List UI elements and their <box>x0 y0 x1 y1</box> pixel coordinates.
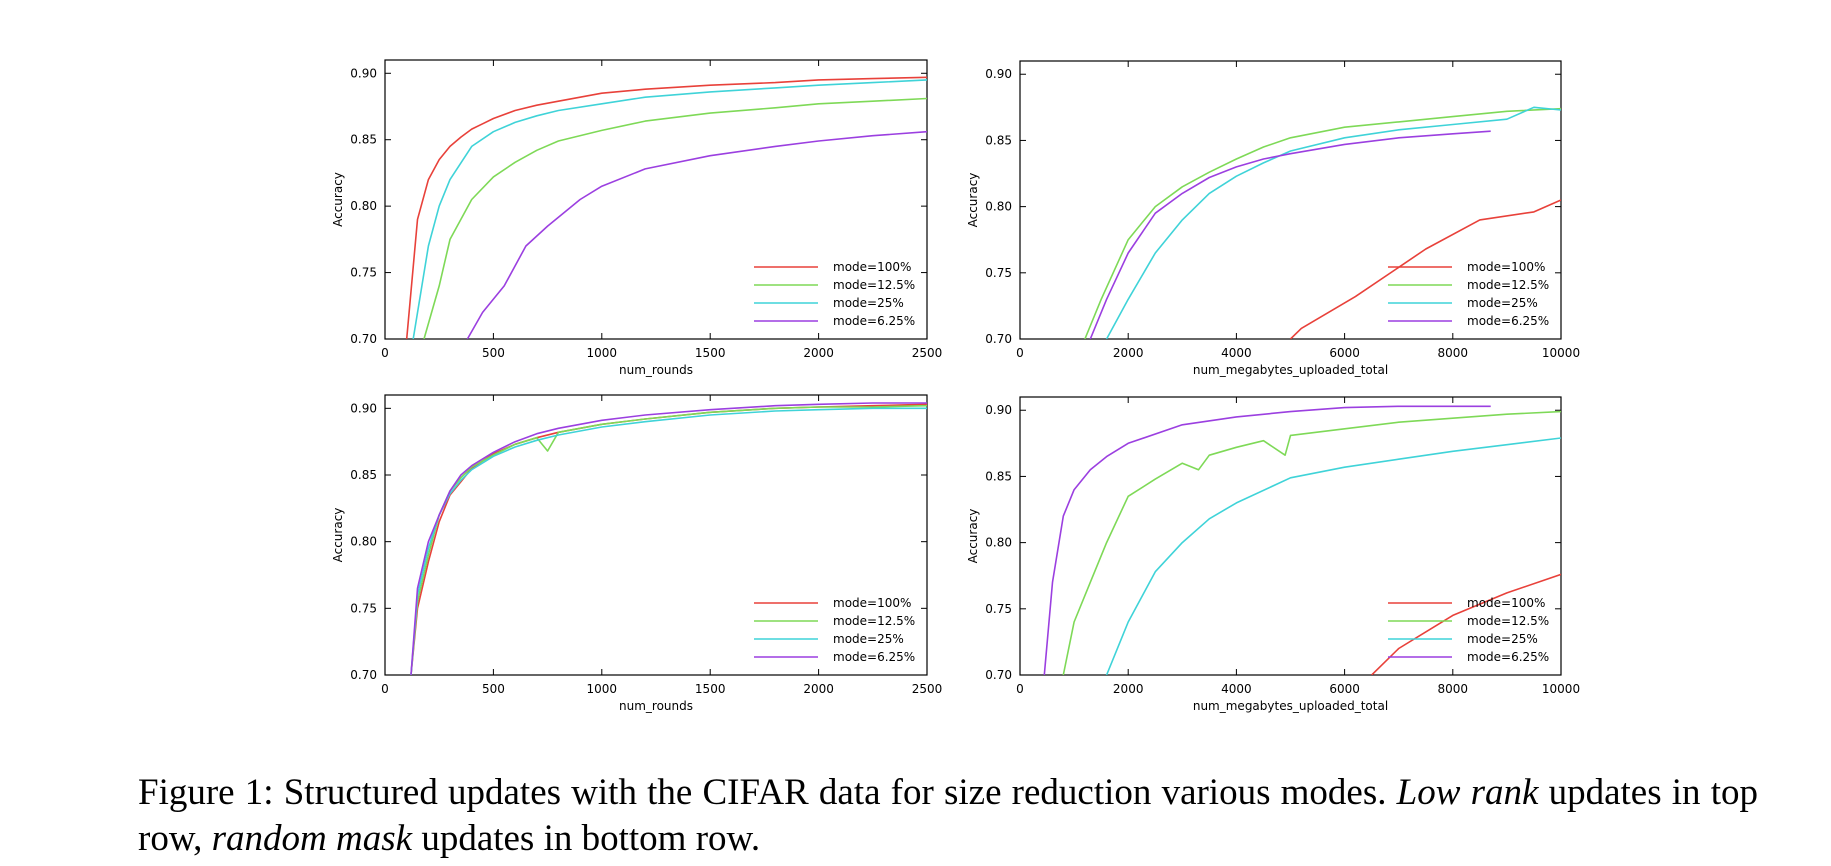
legend-label: mode=12.5% <box>1467 614 1549 628</box>
y-tick-label: 0.85 <box>350 468 377 482</box>
x-axis-label: num_megabytes_uploaded_total <box>1193 363 1388 377</box>
series-line <box>1043 405 1491 675</box>
legend-label: mode=100% <box>1467 596 1545 610</box>
legend-label: mode=25% <box>833 632 904 646</box>
legend-label: mode=25% <box>1467 296 1538 310</box>
legend-label: mode=6.25% <box>833 650 915 664</box>
series-group <box>410 402 927 675</box>
x-tick-label: 500 <box>482 346 505 360</box>
x-tick-label: 4000 <box>1221 682 1252 696</box>
x-tick-label: 10000 <box>1542 346 1580 360</box>
x-tick-label: 4000 <box>1221 346 1252 360</box>
y-tick-label: 0.70 <box>985 668 1012 682</box>
caption-tail: updates in bottom row. <box>412 818 761 859</box>
x-tick-label: 1000 <box>587 682 618 696</box>
y-tick-label: 0.80 <box>350 199 377 213</box>
y-tick-label: 0.80 <box>985 200 1012 214</box>
caption-middle: updates in top row, <box>138 772 1758 859</box>
legend-label: mode=6.25% <box>1467 314 1549 328</box>
y-tick-label: 0.90 <box>350 66 377 80</box>
series-line <box>1089 130 1491 339</box>
legend-label: mode=6.25% <box>833 314 915 328</box>
x-tick-label: 8000 <box>1438 346 1469 360</box>
caption-emphasis-low-rank: Low rank <box>1396 772 1539 813</box>
legend-label: mode=25% <box>1467 632 1538 646</box>
x-tick-label: 2500 <box>912 682 943 696</box>
y-axis-label: Accuracy <box>331 508 345 563</box>
x-tick-label: 6000 <box>1329 346 1360 360</box>
x-tick-label: 2000 <box>803 346 834 360</box>
y-tick-label: 0.80 <box>985 536 1012 550</box>
x-axis-label: num_megabytes_uploaded_total <box>1193 699 1388 713</box>
series-line <box>466 130 927 339</box>
series-line <box>1105 437 1561 675</box>
x-tick-label: 1000 <box>587 346 618 360</box>
y-axis-label: Accuracy <box>966 509 980 564</box>
series-line <box>412 79 927 339</box>
x-tick-label: 0 <box>1016 346 1024 360</box>
chart-br: 0 2000 4000 6000 8000 10000 0.70 0.75 0.80 0.85 0.… <box>966 396 1580 713</box>
y-tick-label: 0.85 <box>985 133 1012 147</box>
x-tick-label: 0 <box>381 682 389 696</box>
series-group <box>1084 106 1561 339</box>
y-tick-label: 0.75 <box>985 602 1012 616</box>
series-line <box>1062 410 1561 675</box>
series-group <box>405 76 927 339</box>
y-tick-label: 0.90 <box>985 403 1012 417</box>
x-tick-label: 1500 <box>695 346 726 360</box>
y-tick-label: 0.80 <box>350 535 377 549</box>
x-tick-label: 6000 <box>1329 682 1360 696</box>
chart-bl: 0 500 1000 1500 2000 2500 0.70 0.75 0.80 0.85 0.90… <box>331 394 943 713</box>
chart-tr: 0 2000 4000 6000 8000 10000 0.70 0.75 0.80 0.85 0.… <box>966 60 1580 377</box>
x-tick-label: 500 <box>482 682 505 696</box>
legend-label: mode=12.5% <box>833 278 915 292</box>
x-tick-label: 2500 <box>912 346 943 360</box>
y-axis-label: Accuracy <box>966 173 980 228</box>
y-tick-label: 0.90 <box>350 401 377 415</box>
y-tick-label: 0.70 <box>350 668 377 682</box>
legend-label: mode=100% <box>1467 260 1545 274</box>
x-tick-label: 2000 <box>803 682 834 696</box>
legend-label: mode=6.25% <box>1467 650 1549 664</box>
legend-label: mode=25% <box>833 296 904 310</box>
series-line <box>1289 199 1561 339</box>
chart-tl: 0 500 1000 1500 2000 2500 0.70 0.75 0.80 0.85 0.90… <box>331 59 943 377</box>
y-tick-label: 0.75 <box>350 266 377 280</box>
y-tick-label: 0.85 <box>985 469 1012 483</box>
x-tick-label: 2000 <box>1113 346 1144 360</box>
legend-label: mode=12.5% <box>833 614 915 628</box>
y-tick-label: 0.85 <box>350 133 377 147</box>
y-tick-label: 0.70 <box>985 332 1012 346</box>
axes-frame <box>384 59 928 340</box>
y-tick-label: 0.75 <box>985 266 1012 280</box>
series-line <box>423 97 927 339</box>
y-axis-label: Accuracy <box>331 172 345 227</box>
axes-frame <box>384 394 928 676</box>
legend-label: mode=12.5% <box>1467 278 1549 292</box>
x-tick-label: 8000 <box>1438 682 1469 696</box>
x-tick-label: 0 <box>381 346 389 360</box>
figure-caption: Figure 1: Structured updates with the CI… <box>138 770 1758 862</box>
x-tick-label: 2000 <box>1113 682 1144 696</box>
y-tick-label: 0.70 <box>350 332 377 346</box>
x-tick-label: 1500 <box>695 682 726 696</box>
series-line <box>410 402 927 675</box>
y-tick-label: 0.90 <box>985 67 1012 81</box>
legend-label: mode=100% <box>833 260 911 274</box>
caption-lead: Figure 1: Structured updates with the CI… <box>138 772 1397 813</box>
series-line <box>405 76 927 339</box>
legend-label: mode=100% <box>833 596 911 610</box>
x-axis-label: num_rounds <box>619 363 693 377</box>
x-tick-label: 10000 <box>1542 682 1580 696</box>
y-tick-label: 0.75 <box>350 601 377 615</box>
series-line <box>1084 107 1561 339</box>
figure-panel-grid: 0 500 1000 1500 2000 2500 0.70 0.75 0.80 0.85 0.90… <box>331 59 1580 713</box>
x-tick-label: 0 <box>1016 682 1024 696</box>
caption-emphasis-random-mask: random mask <box>211 818 413 859</box>
x-axis-label: num_rounds <box>619 699 693 713</box>
